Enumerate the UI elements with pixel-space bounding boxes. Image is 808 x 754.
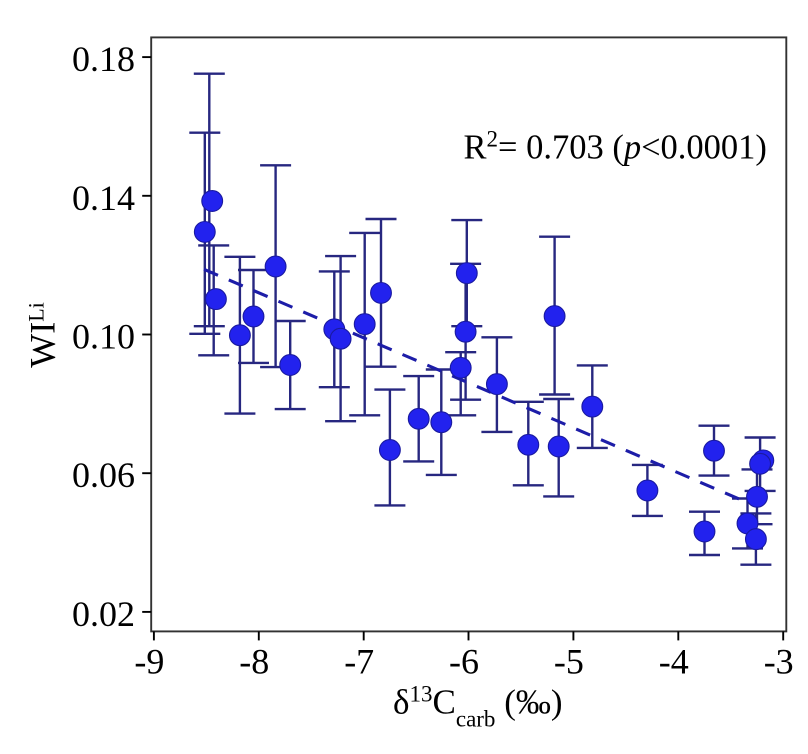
svg-text:-5: -5	[554, 642, 584, 682]
svg-text:0.06: 0.06	[72, 455, 135, 495]
svg-text:-9: -9	[134, 642, 164, 682]
svg-text:R2= 0.703 (p<0.0001): R2= 0.703 (p<0.0001)	[464, 126, 767, 167]
svg-text:0.10: 0.10	[72, 317, 135, 357]
svg-text:-7: -7	[344, 642, 374, 682]
svg-text:-4: -4	[659, 642, 689, 682]
svg-text:0.14: 0.14	[72, 178, 135, 218]
svg-text:-8: -8	[239, 642, 269, 682]
svg-text:-6: -6	[449, 642, 479, 682]
svg-text:0.18: 0.18	[72, 39, 135, 79]
svg-text:0.02: 0.02	[72, 594, 135, 634]
svg-text:-3: -3	[764, 642, 794, 682]
